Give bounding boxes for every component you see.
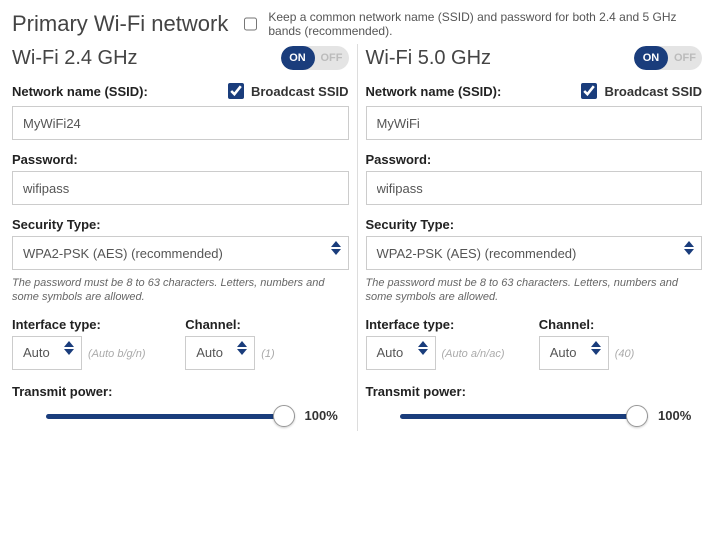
common-ssid-label: Keep a common network name (SSID) and pa… [268, 10, 702, 38]
security-label: Security Type: [12, 217, 101, 232]
band-column-1: Wi-Fi 5.0 GHz ON OFF Network name (SSID)… [357, 44, 711, 431]
interface-hint: (Auto b/g/n) [88, 348, 145, 360]
slider-thumb[interactable] [273, 405, 295, 427]
transmit-label: Transmit power: [366, 384, 466, 399]
channel-hint: (1) [261, 348, 274, 360]
password-hint: The password must be 8 to 63 characters.… [12, 276, 349, 305]
broadcast-label: Broadcast SSID [604, 84, 702, 99]
common-ssid-checkbox[interactable] [244, 16, 257, 32]
password-label: Password: [12, 152, 78, 167]
toggle-off[interactable]: OFF [668, 46, 702, 70]
password-label: Password: [366, 152, 432, 167]
broadcast-checkbox[interactable] [228, 83, 244, 99]
broadcast-label: Broadcast SSID [251, 84, 349, 99]
interface-label: Interface type: [366, 317, 455, 332]
password-hint: The password must be 8 to 63 characters.… [366, 276, 703, 305]
ssid-input[interactable] [12, 106, 349, 140]
interface-select[interactable]: Auto [366, 336, 436, 370]
transmit-value: 100% [305, 408, 349, 423]
ssid-label: Network name (SSID): [366, 84, 502, 99]
toggle-off[interactable]: OFF [315, 46, 349, 70]
page-title: Primary Wi-Fi network [12, 11, 228, 37]
transmit-slider[interactable] [400, 405, 649, 427]
broadcast-option[interactable]: Broadcast SSID [577, 80, 702, 102]
band-toggle[interactable]: ON OFF [634, 46, 702, 70]
password-input[interactable] [366, 171, 703, 205]
channel-hint: (40) [615, 348, 635, 360]
password-input[interactable] [12, 171, 349, 205]
interface-label: Interface type: [12, 317, 101, 332]
transmit-value: 100% [658, 408, 702, 423]
broadcast-option[interactable]: Broadcast SSID [224, 80, 349, 102]
broadcast-checkbox[interactable] [581, 83, 597, 99]
transmit-slider[interactable] [46, 405, 295, 427]
slider-thumb[interactable] [626, 405, 648, 427]
band-title: Wi-Fi 5.0 GHz [366, 47, 492, 70]
channel-select[interactable]: Auto [185, 336, 255, 370]
channel-select[interactable]: Auto [539, 336, 609, 370]
interface-select[interactable]: Auto [12, 336, 82, 370]
slider-track [400, 414, 649, 419]
channel-label: Channel: [539, 317, 595, 332]
ssid-label: Network name (SSID): [12, 84, 148, 99]
common-ssid-option[interactable]: Keep a common network name (SSID) and pa… [240, 10, 702, 38]
security-select[interactable]: WPA2-PSK (AES) (recommended) [12, 236, 349, 270]
toggle-on[interactable]: ON [281, 46, 315, 70]
transmit-label: Transmit power: [12, 384, 112, 399]
channel-label: Channel: [185, 317, 241, 332]
ssid-input[interactable] [366, 106, 703, 140]
band-toggle[interactable]: ON OFF [281, 46, 349, 70]
interface-hint: (Auto a/n/ac) [442, 348, 505, 360]
slider-track [46, 414, 295, 419]
toggle-on[interactable]: ON [634, 46, 668, 70]
band-column-0: Wi-Fi 2.4 GHz ON OFF Network name (SSID)… [4, 44, 357, 431]
band-title: Wi-Fi 2.4 GHz [12, 47, 138, 70]
security-select[interactable]: WPA2-PSK (AES) (recommended) [366, 236, 703, 270]
security-label: Security Type: [366, 217, 455, 232]
